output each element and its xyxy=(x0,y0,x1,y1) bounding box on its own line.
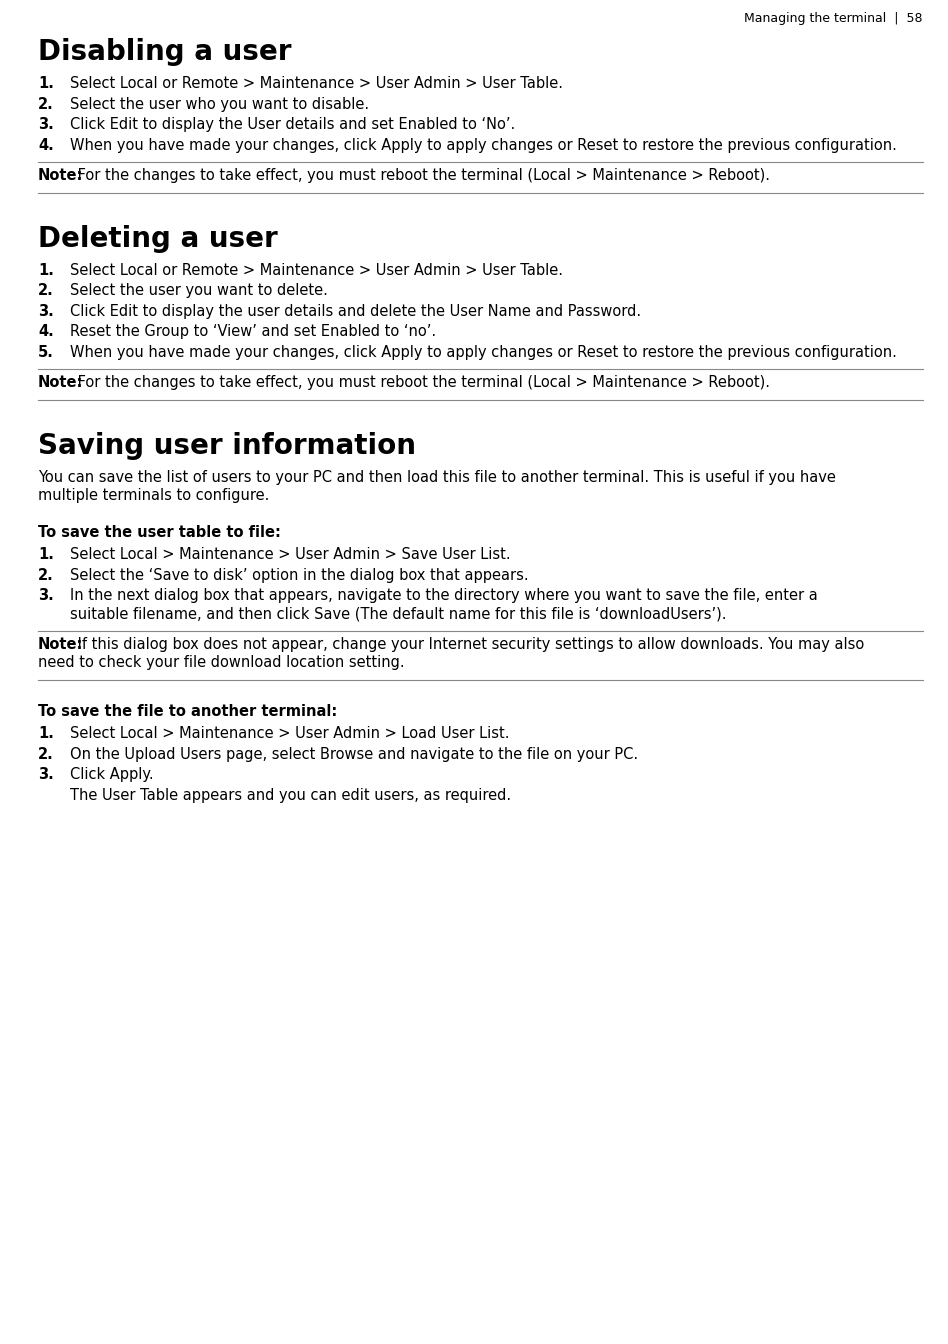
Text: Select Local or Remote > Maintenance > User Admin > User Table.: Select Local or Remote > Maintenance > U… xyxy=(70,77,563,91)
Text: Select Local or Remote > Maintenance > User Admin > User Table.: Select Local or Remote > Maintenance > U… xyxy=(70,262,563,277)
Text: You can save the list of users to your PC and then load this file to another ter: You can save the list of users to your P… xyxy=(38,469,836,484)
Text: For the changes to take effect, you must reboot the terminal (Local > Maintenanc: For the changes to take effect, you must… xyxy=(74,375,771,390)
Text: 1.: 1. xyxy=(38,727,54,742)
Text: 5.: 5. xyxy=(38,344,54,359)
Text: 3.: 3. xyxy=(38,767,54,782)
Text: For the changes to take effect, you must reboot the terminal (Local > Maintenanc: For the changes to take effect, you must… xyxy=(74,168,771,183)
Text: 2.: 2. xyxy=(38,567,54,582)
Text: 2.: 2. xyxy=(38,747,54,762)
Text: Deleting a user: Deleting a user xyxy=(38,224,278,253)
Text: To save the user table to file:: To save the user table to file: xyxy=(38,524,281,539)
Text: Reset the Group to ‘View’ and set Enabled to ‘no’.: Reset the Group to ‘View’ and set Enable… xyxy=(70,324,436,339)
Text: In the next dialog box that appears, navigate to the directory where you want to: In the next dialog box that appears, nav… xyxy=(70,589,818,603)
Text: 1.: 1. xyxy=(38,262,54,277)
Text: The User Table appears and you can edit users, as required.: The User Table appears and you can edit … xyxy=(70,788,511,802)
Text: When you have made your changes, click Apply to apply changes or Reset to restor: When you have made your changes, click A… xyxy=(70,344,897,359)
Text: Managing the terminal  |  58: Managing the terminal | 58 xyxy=(744,12,923,26)
Text: suitable filename, and then click Save (The default name for this file is ‘downl: suitable filename, and then click Save (… xyxy=(70,606,726,621)
Text: Select the user who you want to disable.: Select the user who you want to disable. xyxy=(70,97,369,112)
Text: 3.: 3. xyxy=(38,117,54,132)
Text: 1.: 1. xyxy=(38,77,54,91)
Text: Click Edit to display the User details and set Enabled to ‘No’.: Click Edit to display the User details a… xyxy=(70,117,516,132)
Text: 1.: 1. xyxy=(38,547,54,562)
Text: Note:: Note: xyxy=(38,375,83,390)
Text: Disabling a user: Disabling a user xyxy=(38,38,291,66)
Text: Note:: Note: xyxy=(38,168,83,183)
Text: Note:: Note: xyxy=(38,637,83,652)
Text: multiple terminals to configure.: multiple terminals to configure. xyxy=(38,488,269,503)
Text: Select the ‘Save to disk’ option in the dialog box that appears.: Select the ‘Save to disk’ option in the … xyxy=(70,567,529,582)
Text: Select the user you want to delete.: Select the user you want to delete. xyxy=(70,284,328,298)
Text: 4.: 4. xyxy=(38,324,54,339)
Text: To save the file to another terminal:: To save the file to another terminal: xyxy=(38,704,337,719)
Text: 3.: 3. xyxy=(38,304,54,319)
Text: On the Upload Users page, select Browse and navigate to the file on your PC.: On the Upload Users page, select Browse … xyxy=(70,747,638,762)
Text: 2.: 2. xyxy=(38,284,54,298)
Text: If this dialog box does not appear, change your Internet security settings to al: If this dialog box does not appear, chan… xyxy=(74,637,865,652)
Text: When you have made your changes, click Apply to apply changes or Reset to restor: When you have made your changes, click A… xyxy=(70,137,897,152)
Text: Select Local > Maintenance > User Admin > Load User List.: Select Local > Maintenance > User Admin … xyxy=(70,727,509,742)
Text: 3.: 3. xyxy=(38,589,54,603)
Text: Click Apply.: Click Apply. xyxy=(70,767,154,782)
Text: Saving user information: Saving user information xyxy=(38,431,416,460)
Text: need to check your file download location setting.: need to check your file download locatio… xyxy=(38,656,405,671)
Text: 4.: 4. xyxy=(38,137,54,152)
Text: Select Local > Maintenance > User Admin > Save User List.: Select Local > Maintenance > User Admin … xyxy=(70,547,511,562)
Text: Click Edit to display the user details and delete the User Name and Password.: Click Edit to display the user details a… xyxy=(70,304,641,319)
Text: 2.: 2. xyxy=(38,97,54,112)
